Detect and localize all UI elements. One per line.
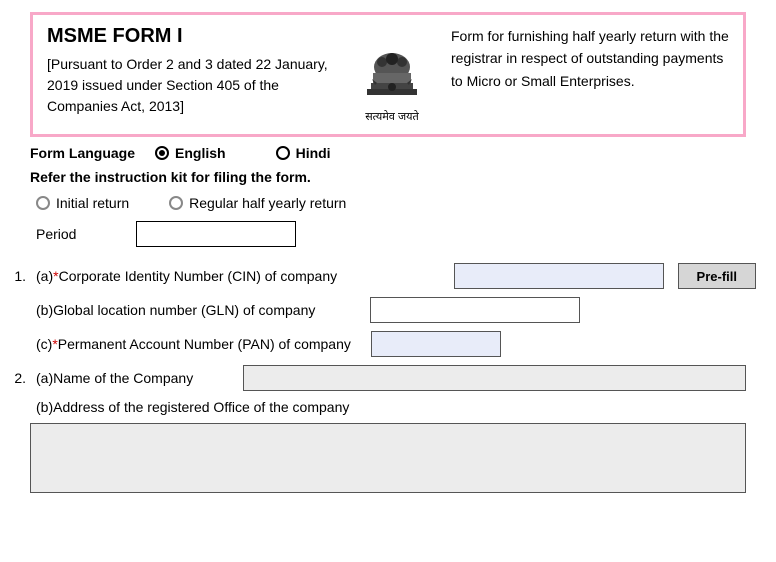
prefill-button[interactable]: Pre-fill (678, 263, 756, 289)
label-2a-prefix: (a) (36, 370, 53, 386)
return-initial-option[interactable]: Initial return (36, 195, 129, 211)
cin-input[interactable] (454, 263, 664, 289)
return-regular-label: Regular half yearly return (189, 195, 346, 211)
radio-icon (169, 196, 183, 210)
label-1b-prefix: (b) (36, 302, 53, 318)
label-2b-prefix: (b) (36, 399, 53, 415)
pan-input[interactable] (371, 331, 501, 357)
section2-number: 2. (10, 370, 30, 386)
form-title: MSME FORM I (47, 25, 347, 48)
row-1c: (c) * Permanent Account Number (PAN) of … (10, 331, 766, 357)
return-regular-option[interactable]: Regular half yearly return (169, 195, 346, 211)
period-input[interactable] (136, 221, 296, 247)
radio-icon (276, 146, 290, 160)
emblem-icon (357, 27, 427, 107)
registered-address-input[interactable] (30, 423, 746, 493)
national-emblem: सत्यमेव जयते (347, 25, 437, 124)
label-1c-prefix: (c) (36, 336, 52, 352)
label-2b: Address of the registered Office of the … (53, 399, 349, 415)
form-header: MSME FORM I [Pursuant to Order 2 and 3 d… (30, 12, 746, 137)
return-type-row: Initial return Regular half yearly retur… (36, 195, 746, 211)
label-1a-prefix: (a) (36, 268, 53, 284)
gln-input[interactable] (370, 297, 580, 323)
label-1c: Permanent Account Number (PAN) of compan… (58, 336, 351, 352)
header-left: MSME FORM I [Pursuant to Order 2 and 3 d… (47, 25, 347, 117)
radio-icon (36, 196, 50, 210)
emblem-caption: सत्यमेव जयते (347, 109, 437, 124)
section1-number: 1. (10, 268, 30, 284)
form-description: Form for furnishing half yearly return w… (437, 25, 729, 92)
pursuant-text: [Pursuant to Order 2 and 3 dated 22 Janu… (47, 54, 347, 117)
row-1b: (b) Global location number (GLN) of comp… (10, 297, 766, 323)
lang-option-hindi[interactable]: Hindi (276, 145, 331, 161)
row-2a: 2. (a) Name of the Company (10, 365, 766, 391)
lang-english-label: English (175, 145, 226, 161)
label-1b: Global location number (GLN) of company (53, 302, 315, 318)
label-2a: Name of the Company (53, 370, 193, 386)
language-row: Form Language English Hindi (30, 145, 746, 161)
instruction-text: Refer the instruction kit for filing the… (30, 169, 746, 185)
language-label: Form Language (30, 145, 135, 161)
label-1a: Corporate Identity Number (CIN) of compa… (59, 268, 338, 284)
lang-hindi-label: Hindi (296, 145, 331, 161)
company-name-input[interactable] (243, 365, 746, 391)
row-2b-label: (b) Address of the registered Office of … (10, 399, 766, 415)
period-label: Period (36, 226, 76, 242)
row-1a: 1. (a) * Corporate Identity Number (CIN)… (10, 263, 766, 289)
radio-icon (155, 146, 169, 160)
return-initial-label: Initial return (56, 195, 129, 211)
period-row: Period (36, 221, 746, 247)
lang-option-english[interactable]: English (155, 145, 226, 161)
